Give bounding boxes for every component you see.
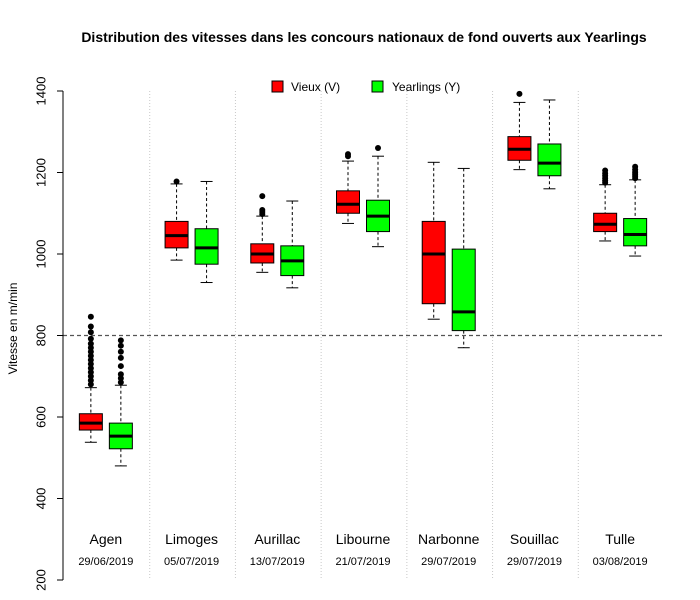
box-v: [336, 151, 360, 224]
outlier-point: [117, 371, 124, 378]
outlier-point: [87, 329, 94, 336]
iqr-box: [421, 220, 446, 305]
outlier-point: [375, 145, 381, 152]
iqr-box: [451, 248, 476, 332]
box-v: [421, 161, 446, 320]
legend-label: Vieux (V): [291, 80, 340, 94]
race-date-label: 05/07/2019: [164, 556, 219, 568]
race-date-label: 29/07/2019: [507, 556, 562, 568]
iqr-box: [537, 143, 562, 177]
race-date-label: 29/07/2019: [421, 556, 476, 568]
group-separators: [149, 91, 579, 580]
race-date-label: 13/07/2019: [250, 556, 305, 568]
y-tick-label: 800: [33, 325, 48, 347]
outlier-point: [345, 151, 351, 158]
race-name-label: Tulle: [605, 531, 635, 547]
box-y: [280, 200, 305, 289]
box-v: [507, 90, 532, 171]
box-y: [366, 145, 390, 248]
box-y: [194, 180, 219, 284]
legend-swatch: [271, 80, 284, 93]
box-v: [78, 313, 103, 443]
outlier-point: [117, 342, 124, 349]
y-tick-label: 1000: [33, 240, 48, 269]
race-name-label: Souillac: [510, 531, 559, 547]
race-name-label: Aurillac: [254, 531, 300, 547]
box-y: [451, 167, 476, 349]
group-agen: [78, 313, 133, 467]
chart-title: Distribution des vitesses dans les conco…: [81, 29, 647, 45]
iqr-box: [623, 218, 648, 247]
outlier-point: [117, 337, 124, 344]
iqr-box: [593, 212, 618, 233]
race-name-label: Libourne: [336, 531, 391, 547]
x-axis-labels: Agen 29/06/2019 Limoges 05/07/2019 Aurillac 1…: [78, 531, 647, 568]
iqr-box: [336, 190, 360, 214]
group-souillac: [507, 90, 562, 190]
y-tick-label: 1200: [33, 158, 48, 187]
group-limoges: [164, 178, 219, 284]
group-narbonne: [421, 161, 476, 349]
outlier-point: [259, 206, 266, 213]
y-tick-label: 600: [33, 406, 48, 428]
group-aurillac: [250, 193, 305, 289]
legend-swatch: [371, 80, 384, 93]
box-v: [250, 193, 275, 273]
box-y: [623, 163, 648, 257]
box-y: [537, 99, 562, 190]
legend-label: Yearlings (Y): [392, 80, 460, 94]
race-name-label: Narbonne: [418, 531, 480, 547]
outlier-point: [173, 178, 180, 185]
outlier-point: [602, 167, 609, 174]
outlier-point: [117, 363, 124, 370]
outlier-point: [87, 323, 94, 330]
race-date-label: 03/08/2019: [593, 556, 648, 568]
race-date-label: 29/06/2019: [78, 556, 133, 568]
race-name-label: Agen: [90, 531, 123, 547]
outlier-point: [87, 313, 94, 320]
box-v: [593, 167, 618, 242]
race-name-label: Limoges: [165, 531, 218, 547]
legend-item-v: Vieux (V): [271, 80, 340, 94]
outlier-point: [87, 335, 94, 342]
group-libourne: [336, 145, 390, 248]
y-axis: 200 400 600 800 1000 1200 1400: [33, 77, 64, 591]
outlier-point: [117, 354, 124, 361]
y-tick-label: 1400: [33, 77, 48, 106]
legend: Vieux (V) Yearlings (Y): [271, 80, 460, 94]
box-y: [108, 337, 133, 467]
outlier-point: [87, 340, 94, 347]
group-tulle: [593, 163, 648, 257]
y-axis-label: Vitesse en m/min: [6, 283, 20, 375]
outlier-point: [632, 163, 639, 170]
boxes: [78, 90, 648, 467]
box-v: [164, 178, 189, 261]
outlier-point: [117, 348, 124, 355]
y-tick-label: 200: [33, 569, 48, 591]
legend-item-y: Yearlings (Y): [371, 80, 460, 94]
race-date-label: 21/07/2019: [335, 556, 390, 568]
y-tick-label: 400: [33, 488, 48, 510]
outlier-point: [516, 90, 523, 97]
outlier-point: [259, 193, 266, 200]
